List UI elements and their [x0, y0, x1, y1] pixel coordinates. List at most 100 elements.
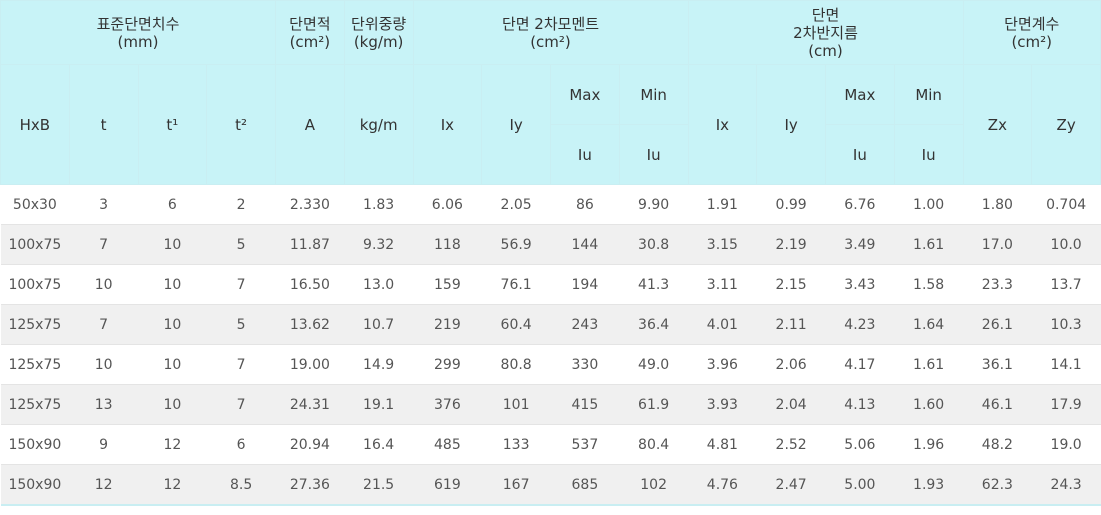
table-row: 125x75 13 10 7 24.31 19.1 376 101 415 61.9 3.93 2.0…: [0, 384, 1101, 425]
table-cell: 16.50: [275, 264, 345, 305]
table-cell: 685: [550, 464, 620, 506]
table-cell: 80.8: [481, 344, 551, 385]
table-cell: 12: [138, 424, 207, 465]
table-body: 50x30 3 6 2 2.330 1.83 6.06 2.05 86 9.90 1.91 0.99 6…: [0, 184, 1101, 506]
table-row: 100x75 7 10 5 11.87 9.32 118 56.9 144 30.8 3.15 2.1…: [0, 224, 1101, 265]
table-cell: 27.36: [275, 464, 345, 506]
sub-header: Iu: [825, 124, 895, 185]
column-header: A: [275, 64, 345, 185]
table-cell: 23.3: [963, 264, 1032, 305]
table-cell: 194: [550, 264, 620, 305]
table-cell: 9.32: [344, 224, 413, 265]
table-cell: 619: [413, 464, 482, 506]
table-cell: 1.96: [894, 424, 963, 465]
table-cell: 19.1: [344, 384, 413, 425]
table-cell: 0.704: [1031, 184, 1101, 225]
table-cell: 10: [138, 384, 207, 425]
table-cell: 102: [619, 464, 688, 506]
table-cell: 56.9: [481, 224, 551, 265]
table-cell: 8.5: [206, 464, 276, 506]
table-cell: 2.05: [481, 184, 551, 225]
table-cell: 12: [138, 464, 207, 506]
header-row: Iu Iu Iu Iu: [1, 124, 1101, 185]
table-cell: 21.5: [344, 464, 413, 506]
table-cell: 3.15: [688, 224, 757, 265]
header-line: 단면: [811, 5, 840, 24]
table-cell: 125x75: [0, 304, 70, 345]
table-cell: 101: [481, 384, 551, 425]
header-line: (cm²): [289, 32, 331, 51]
table-cell: 125x75: [0, 344, 70, 385]
table-cell: 46.1: [963, 384, 1032, 425]
header-line: 단면계수: [1004, 14, 1060, 33]
table-cell: 20.94: [275, 424, 345, 465]
table-cell: 36.4: [619, 304, 688, 345]
table-cell: 4.76: [688, 464, 757, 506]
table-cell: 30.8: [619, 224, 688, 265]
group-header: 단면계수 (cm²): [962, 0, 1101, 65]
table-row: 125x75 10 10 7 19.00 14.9 299 80.8 330 49.0 3.96 2.…: [0, 344, 1101, 385]
header-line: 단면적: [289, 14, 331, 33]
column-header: t²: [206, 64, 276, 185]
table-cell: 3: [69, 184, 138, 225]
sub-header: Iu: [893, 124, 964, 185]
table-cell: 3.11: [688, 264, 757, 305]
header-line: 단면 2차모멘트: [501, 14, 600, 33]
table-cell: 12: [69, 464, 138, 506]
table-cell: 299: [413, 344, 482, 385]
table-cell: 10: [138, 224, 207, 265]
header-line: 단위중량: [351, 14, 407, 33]
table-cell: 4.17: [825, 344, 895, 385]
table-cell: 19.00: [275, 344, 345, 385]
column-header: Max: [825, 64, 895, 125]
table-cell: 1.61: [894, 344, 963, 385]
table-cell: 1.80: [963, 184, 1032, 225]
table-row: 150x90 12 12 8.5 27.36 21.5 619 167 685 102 4.76 2.…: [0, 464, 1101, 506]
table-cell: 144: [550, 224, 620, 265]
table-cell: 2.330: [275, 184, 345, 225]
table-cell: 4.23: [825, 304, 895, 345]
table-cell: 3.93: [688, 384, 757, 425]
table-cell: 86: [550, 184, 620, 225]
table-cell: 159: [413, 264, 482, 305]
table-cell: 376: [413, 384, 482, 425]
group-header: 단위중량 (kg/m): [343, 0, 414, 65]
table-cell: 219: [413, 304, 482, 345]
table-cell: 80.4: [619, 424, 688, 465]
table-cell: 13.62: [275, 304, 345, 345]
table-cell: 10: [138, 304, 207, 345]
table-cell: 415: [550, 384, 620, 425]
table-cell: 7: [69, 304, 138, 345]
table-cell: 13.0: [344, 264, 413, 305]
table-cell: 3.96: [688, 344, 757, 385]
table-cell: 10: [69, 344, 138, 385]
column-header: Iy: [481, 64, 551, 185]
table-cell: 7: [206, 384, 276, 425]
table-row: 50x30 3 6 2 2.330 1.83 6.06 2.05 86 9.90 1.91 0.99 6…: [0, 184, 1101, 225]
column-header: Max: [550, 64, 620, 125]
table-cell: 118: [413, 224, 482, 265]
table-cell: 2.19: [756, 224, 826, 265]
table-cell: 6: [206, 424, 276, 465]
table-cell: 330: [550, 344, 620, 385]
table-cell: 5: [206, 304, 276, 345]
table-cell: 11.87: [275, 224, 345, 265]
header-line: (kg/m): [353, 32, 404, 51]
column-header: Zy: [1031, 64, 1101, 185]
table-row: 150x90 9 12 6 20.94 16.4 485 133 537 80.4 4.81 2.52…: [0, 424, 1101, 465]
table-cell: 485: [413, 424, 482, 465]
table-cell: 17.0: [963, 224, 1032, 265]
table-cell: 19.0: [1031, 424, 1101, 465]
column-header: Ix: [412, 64, 483, 185]
table-cell: 24.3: [1031, 464, 1101, 506]
table-cell: 4.13: [825, 384, 895, 425]
table-cell: 2.11: [756, 304, 826, 345]
table-cell: 125x75: [0, 384, 70, 425]
table-cell: 16.4: [344, 424, 413, 465]
table-cell: 537: [550, 424, 620, 465]
table-cell: 150x90: [0, 424, 70, 465]
header-line: (cm): [808, 41, 843, 60]
header-line: (cm²): [530, 32, 571, 51]
